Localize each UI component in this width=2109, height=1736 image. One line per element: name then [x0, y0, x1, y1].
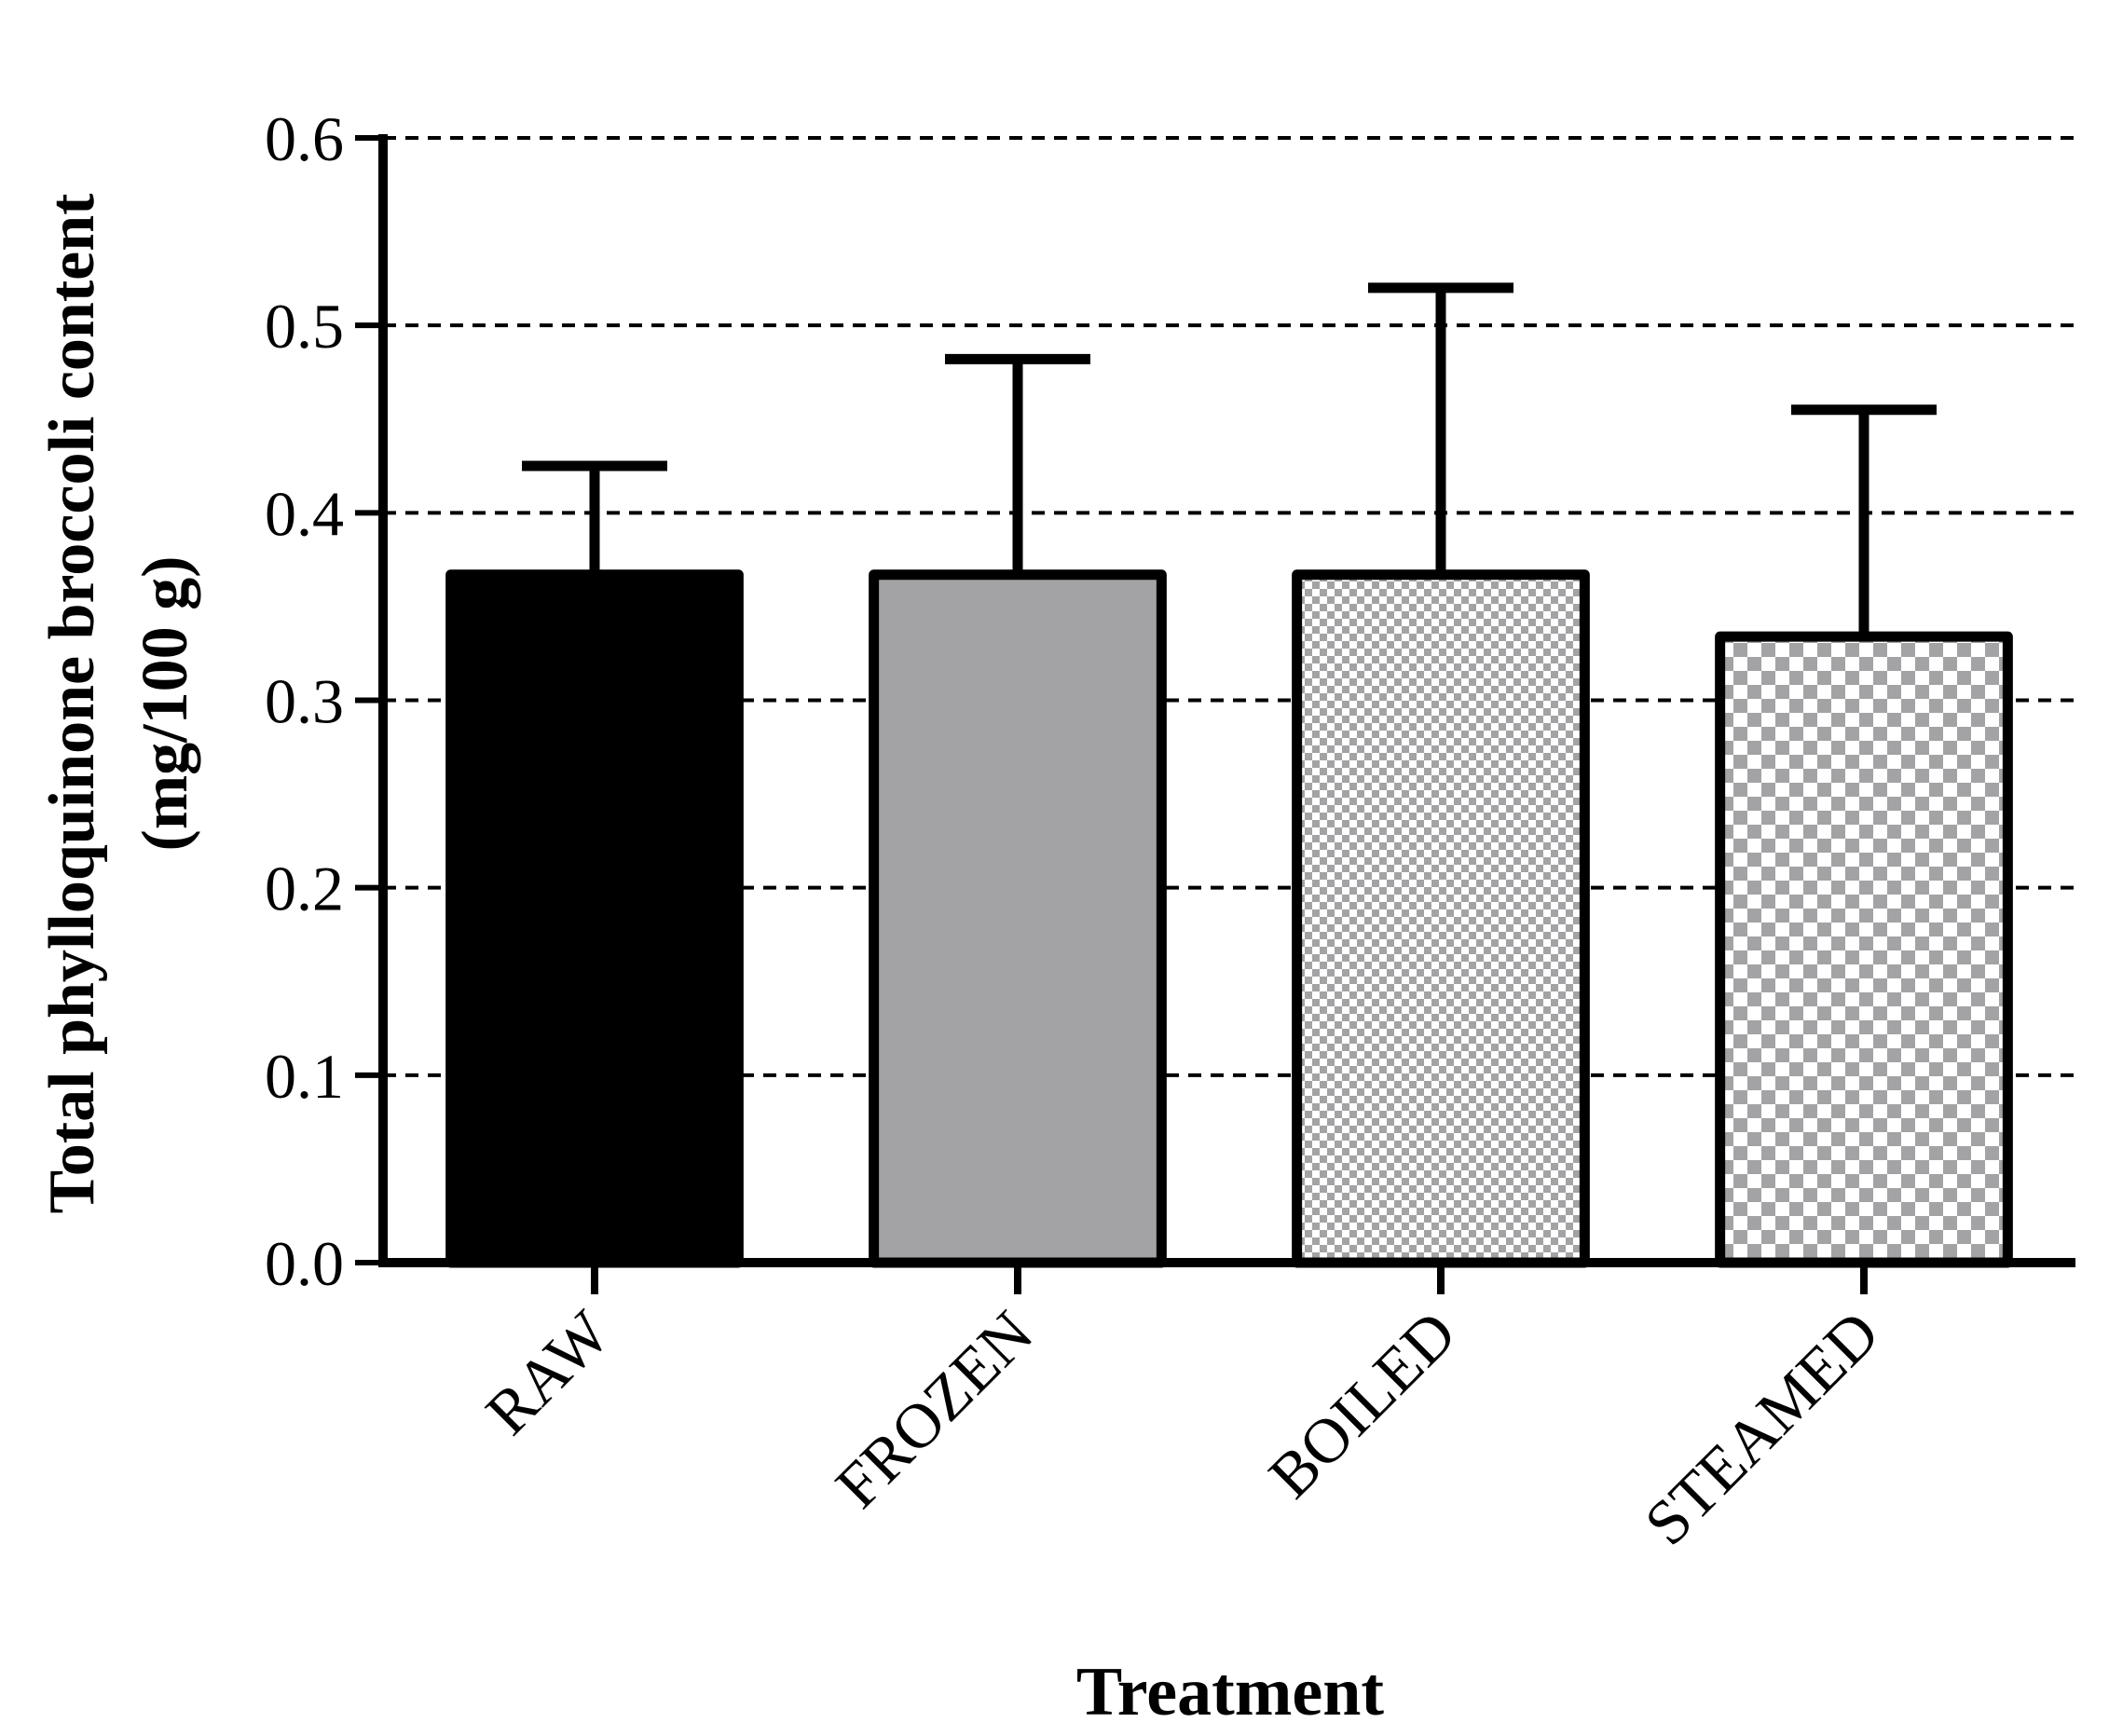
x-axis-label: Treatment	[1076, 1654, 1385, 1730]
y-tick-label: 0.5	[265, 291, 344, 362]
bar	[1292, 569, 1590, 1268]
y-axis-label-line: Total phylloquinone broccoli content	[36, 194, 108, 1214]
bar	[869, 569, 1167, 1268]
y-tick-label: 0.4	[265, 478, 344, 549]
x-tick-label: RAW	[472, 1296, 624, 1448]
x-tick-label: STEAMED	[1631, 1297, 1893, 1559]
bar	[445, 569, 744, 1268]
y-tick-label: 0.1	[265, 1041, 344, 1112]
bar	[1715, 631, 2013, 1268]
y-tick-label: 0.2	[265, 854, 344, 924]
x-tick-label: BOILED	[1255, 1297, 1470, 1511]
y-axis-label-line: (mg/100 g)	[130, 556, 201, 852]
y-tick-label: 0.0	[265, 1228, 344, 1299]
x-tick-label: FROZEN	[822, 1297, 1047, 1522]
y-tick-label: 0.6	[265, 103, 344, 174]
y-axis-label: Total phylloquinone broccoli content (mg…	[36, 194, 201, 1214]
y-tick-label: 0.3	[265, 666, 344, 737]
